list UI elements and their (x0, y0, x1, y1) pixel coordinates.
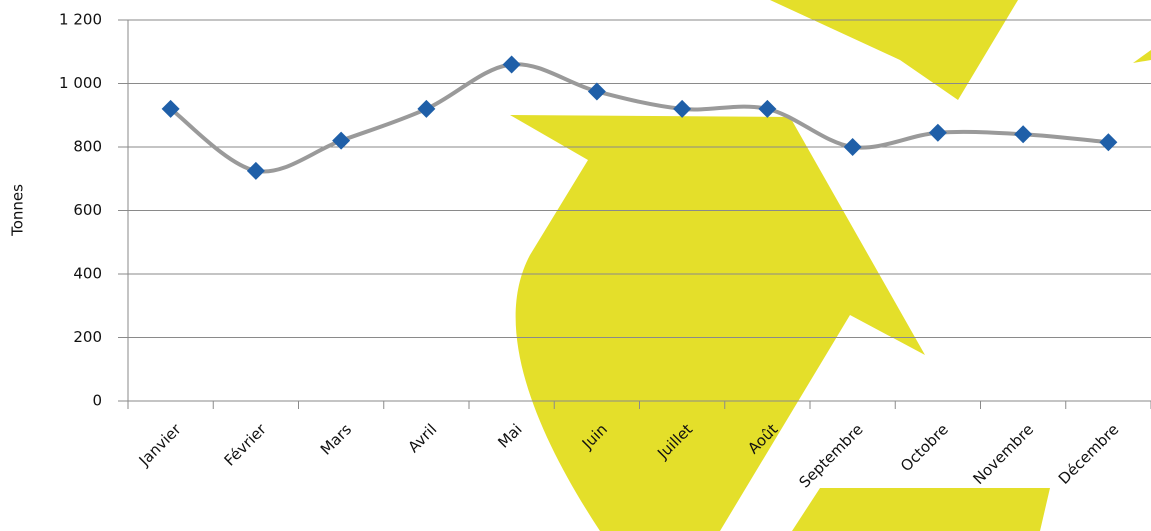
data-marker (1014, 125, 1033, 144)
data-marker (1099, 133, 1118, 152)
data-marker (758, 99, 777, 118)
data-marker (502, 55, 521, 74)
data-marker (673, 99, 692, 118)
decor-shape (770, 0, 1018, 100)
x-tick-label: Septembre (796, 420, 867, 491)
x-tick-label: Novembre (969, 420, 1037, 488)
data-marker (843, 138, 862, 156)
y-tick-label: 1 200 (59, 11, 102, 29)
data-marker (587, 82, 606, 101)
y-tick-label: 800 (73, 138, 102, 156)
y-tick-label: 600 (73, 201, 102, 219)
data-marker (332, 131, 351, 150)
decor-shape (1133, 50, 1151, 63)
y-tick-label: 200 (73, 328, 102, 346)
y-tick-label: 400 (73, 265, 102, 283)
x-tick-label: Octobre (897, 420, 952, 475)
data-marker (161, 99, 180, 118)
y-axis-label: Tonnes (9, 184, 27, 237)
decor-shape (792, 488, 1050, 531)
x-tick-label: Décembre (1055, 420, 1123, 488)
x-tick-label: Janvier (135, 420, 185, 470)
background-shapes (510, 0, 1151, 531)
data-marker (928, 123, 947, 142)
data-marker (246, 161, 265, 180)
y-tick-label: 0 (92, 392, 102, 410)
data-marker (417, 99, 436, 118)
x-tick-label: Mai (494, 420, 525, 451)
x-tick-label: Février (221, 420, 271, 470)
decor-shape (510, 115, 925, 531)
x-tick-label: Avril (404, 420, 440, 456)
y-tick-label: 1 000 (59, 74, 102, 92)
x-tick-label: Mars (317, 420, 355, 458)
